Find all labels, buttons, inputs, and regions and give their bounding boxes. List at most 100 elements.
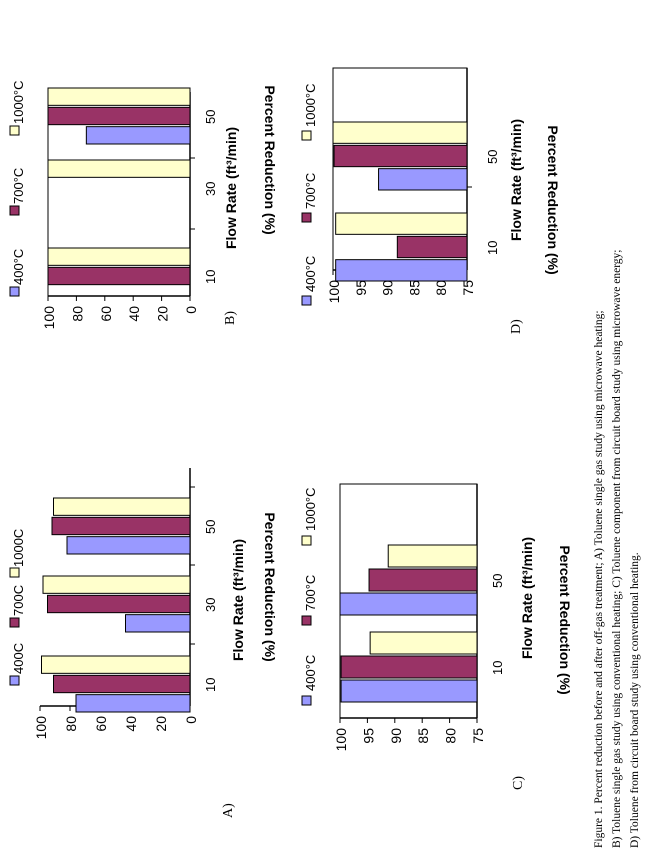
category-tick-label: 10 [485,241,500,255]
category-axis-title: Flow Rate (ft³/min) [230,539,246,661]
bar-400C-flow-10 [75,694,191,713]
category-axis-title: Flow Rate (ft³/min) [508,119,524,241]
bar-700C-flow-10 [53,674,191,694]
bar-1000C-flow-50 [387,544,478,568]
value-tick-label: 90 [380,280,396,296]
value-axis-title: Percent Reduction (%) [545,125,561,274]
bar-1000C-flow-10 [41,655,191,674]
bar-400C-flow-10 [335,259,468,282]
value-tick-label: 75 [470,728,486,744]
value-tick-label: 95 [353,280,369,296]
bar-400C-flow-50 [85,126,191,145]
legend-swatch-1000C [301,535,312,546]
value-tick-label: 20 [153,716,169,732]
value-tick-label: 40 [123,716,139,732]
legend-label-700C: 700°C [303,173,318,209]
bar-1000C-flow-10 [47,247,191,266]
legend-label-400C: 400°C [303,256,318,292]
legend-label-1000C: 1000°C [11,80,26,124]
bar-1000C-flow-50 [53,497,191,516]
caption-line-3: D) Toluene from circuit board study usin… [629,552,641,848]
bar-1000C-flow-30 [47,159,191,178]
legend-label-700C: 700°C [11,168,26,204]
bar-400C-flow-50 [339,592,478,616]
legend-swatch-1000C [301,130,312,141]
panel-label: D) [509,319,524,334]
bar-400C-flow-30 [125,614,191,633]
panel-label: C) [511,776,526,790]
value-tick-label: 40 [126,306,142,322]
category-tick-label: 50 [490,574,505,588]
category-tick-label: 30 [203,598,218,612]
category-tick-label: 50 [203,520,218,534]
legend-swatch-700C [9,617,20,628]
bar-700C-flow-30 [47,594,191,614]
value-tick-label: 100 [326,280,342,304]
category-tick-label: 10 [490,661,505,675]
value-tick-label: 0 [183,306,199,314]
legend-label-1000C: 1000°C [303,83,318,127]
bar-400C-flow-50 [66,536,191,555]
value-tick-label: 80 [69,306,85,322]
chart-panel-3: 75 80 85 90 95 100 10 50 Percent Reduction (%) Fl… [301,483,573,790]
category-tick-label: 10 [203,678,218,692]
legend-label-700C: 700°C [303,575,318,611]
value-axis-title: Percent Reduction (%) [557,545,573,694]
bar-1000C-flow-50 [47,87,191,106]
legend-swatch-400C [9,675,20,686]
chart-panel-1: 0 20 40 60 80 100 10 30 50 Percent Reduction (%) F… [9,468,278,818]
bar-700C-flow-10 [47,266,191,286]
value-tick-label: 20 [155,306,171,322]
legend-label-400C: 400°C [303,655,318,691]
bar-700C-flow-50 [333,144,468,168]
legend-swatch-700C [9,205,20,216]
bar-700C-flow-10 [396,235,468,259]
panel-label: B) [223,311,238,325]
value-tick-label: 60 [93,716,109,732]
category-axis-title: Flow Rate (ft³/min) [223,127,239,249]
value-axis-title: Percent Reduction (%) [262,512,278,661]
category-tick-label: 50 [203,110,218,124]
panel-label: A) [221,803,236,818]
value-tick-label: 95 [360,728,376,744]
chart-panel-4: 75 80 85 90 95 100 10 50 Percent Reduction (%) Fl… [301,67,561,334]
value-tick-label: 85 [415,728,431,744]
chart-panel-2: 0 20 40 60 80 100 10 30 50 Percent Reduction (%) F… [9,80,278,330]
bar-1000C-flow-50 [332,121,468,144]
category-axis-title: Flow Rate (ft³/min) [519,537,535,659]
legend-swatch-700C [301,615,312,626]
value-tick-label: 85 [406,280,422,296]
figure-caption: Figure 1. Percent reduction before and a… [593,249,641,848]
value-tick-label: 100 [41,306,57,330]
legend-label-400C: 400C [11,643,26,674]
value-tick-label: 100 [33,716,49,740]
legend-swatch-400C [301,295,312,306]
category-tick-label: 30 [203,182,218,196]
value-tick-label: 80 [443,728,459,744]
bar-700C-flow-50 [368,568,478,592]
value-tick-label: 80 [63,716,79,732]
category-tick-label: 50 [485,150,500,164]
category-tick-label: 10 [203,270,218,284]
bar-700C-flow-50 [51,516,191,536]
legend-swatch-1000C [9,567,20,578]
legend-label-1000C: 1000C [11,529,26,567]
bar-1000C-flow-10 [369,631,478,655]
legend-swatch-400C [301,695,312,706]
caption-line-1: Figure 1. Percent reduction before and a… [593,310,605,848]
value-tick-label: 0 [183,716,199,724]
legend-label-400C: 400°C [11,249,26,285]
legend-label-700C: 700C [11,585,26,616]
bar-700C-flow-10 [340,655,478,679]
value-tick-label: 75 [460,280,476,296]
bar-1000C-flow-10 [335,212,468,235]
value-tick-label: 60 [98,306,114,322]
value-tick-label: 100 [333,728,349,752]
bar-400C-flow-10 [340,679,478,703]
legend-label-1000C: 1000°C [303,487,318,531]
bar-400C-flow-50 [378,168,468,191]
value-tick-label: 90 [388,728,404,744]
